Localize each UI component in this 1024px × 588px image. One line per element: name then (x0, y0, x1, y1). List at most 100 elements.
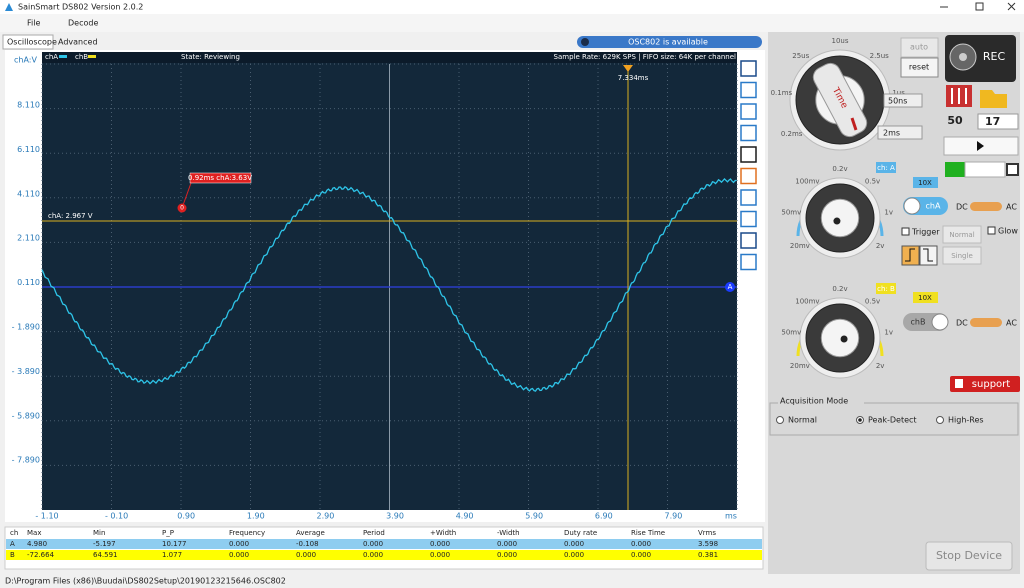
cha-tag (876, 162, 896, 173)
cha-probe[interactable] (913, 177, 938, 188)
count: 50 (947, 114, 963, 127)
radio-label: Normal (788, 416, 817, 425)
knob-scale-label: 2v (876, 242, 885, 250)
knob-scale-label: 0.1ms (771, 89, 793, 97)
stop-device-label: Stop Device (936, 549, 1002, 562)
table-cell: 64.591 (93, 551, 118, 559)
tool-button[interactable] (740, 103, 757, 120)
table-cell: 0.000 (631, 551, 651, 559)
cha-toggle-knob (903, 197, 921, 215)
reset-label: reset (909, 63, 929, 72)
table-header: +Width (430, 529, 456, 537)
annotation-box (189, 172, 252, 184)
knob-scale-label: 1v (884, 208, 893, 216)
radio-label: High-Res (948, 416, 984, 425)
x-tick-label: 4.90 (456, 512, 474, 521)
glow-checkbox[interactable] (987, 226, 996, 235)
table-cell: 10.177 (162, 540, 187, 548)
timebase-select[interactable] (883, 93, 923, 108)
table-cell: 0.000 (229, 551, 249, 559)
table-cell: 0.000 (497, 551, 517, 559)
stop-device-button[interactable] (925, 541, 1013, 571)
table-cell: 1.077 (162, 551, 182, 559)
tool-button[interactable] (740, 146, 757, 163)
tool-button[interactable] (740, 60, 757, 77)
table-header: Duty rate (564, 529, 597, 537)
single-button[interactable] (942, 246, 982, 265)
time-cursor-label: 7.334ms (618, 74, 649, 82)
time-cursor-handle[interactable] (623, 65, 633, 72)
status-path: D:\Program Files (x86)\Buudai\DS802Setup… (5, 577, 286, 586)
measurement-table: ch Max Min P_P Frequency Average Period +Width -… (4, 526, 764, 570)
trigger-checkbox[interactable] (901, 227, 910, 236)
annotation-point[interactable] (177, 203, 187, 213)
acquisition-title: Acquisition Mode (780, 397, 848, 406)
tool-button[interactable] (740, 167, 757, 185)
coupling-switch[interactable] (970, 202, 1002, 211)
close-button[interactable] (1007, 2, 1016, 11)
table-cell: 0.000 (229, 540, 249, 548)
table-header: P_P (162, 529, 174, 537)
menu-bar (0, 14, 1024, 32)
chb-tag-label: ch: B (877, 285, 895, 293)
device-status-pill (577, 36, 762, 48)
menu-item[interactable]: File (27, 19, 40, 28)
normal-label: Normal (949, 231, 974, 239)
tab-label[interactable]: Oscilloscope (7, 38, 57, 47)
y-tick-label: 4.110 (17, 189, 40, 198)
table-header: Average (296, 529, 325, 537)
knobs: 0.2ms0.1ms25us10us2.5us1us0.2usTime20mv5… (771, 37, 905, 379)
y-tick-label: - 7.890 (12, 456, 40, 465)
x-tick-label: 3.90 (386, 512, 404, 521)
cha-tag-label: ch: A (877, 164, 895, 172)
reset-button[interactable] (900, 57, 939, 78)
time-div: 2ms (883, 129, 900, 138)
tab-label[interactable]: Advanced (58, 38, 98, 47)
support-icon (955, 379, 963, 388)
tool-button[interactable] (740, 210, 757, 228)
support-button[interactable] (950, 376, 1020, 392)
knob-scale-label: 25us (792, 52, 809, 60)
channel-legend: chA (45, 53, 58, 61)
spin-box[interactable] (977, 113, 1019, 130)
status-bar (0, 574, 1024, 588)
table-cell: -0.108 (296, 540, 319, 548)
tool-button[interactable] (740, 232, 757, 249)
table-cell: B (10, 551, 15, 559)
chb-swatch (88, 55, 96, 58)
y-tick-label: - 1.890 (12, 323, 40, 332)
knob-scale-label: 1v (884, 328, 893, 336)
tool-button[interactable] (740, 253, 757, 271)
knob-scale-label: 0.5v (865, 297, 880, 305)
knob-cap (820, 198, 860, 238)
knob-scale-label: 2v (876, 362, 885, 370)
tool-button[interactable] (740, 124, 757, 142)
menu-item[interactable]: Decode (68, 19, 98, 28)
knob-pointer (840, 335, 848, 343)
y-tick-label: 2.110 (17, 234, 40, 243)
cha-toggle-label: chA (926, 202, 941, 211)
knob-cap (820, 318, 860, 358)
baseline-marker[interactable] (725, 282, 735, 292)
coupling-switch[interactable] (970, 318, 1002, 327)
x-tick-label: - 1.10 (35, 512, 58, 521)
time-div-select[interactable] (877, 125, 923, 140)
radio[interactable] (936, 416, 944, 424)
knob-scale-label: 0.2ms (781, 130, 803, 138)
table-cell: -5.197 (93, 540, 116, 548)
stop-square[interactable] (1006, 163, 1019, 176)
x-tick-label: 1.90 (247, 512, 265, 521)
tab-active[interactable] (2, 34, 54, 50)
glow-label: Glow (998, 227, 1018, 236)
radio[interactable] (776, 416, 784, 424)
tool-button[interactable] (740, 81, 757, 99)
chb-probe[interactable] (913, 292, 938, 303)
chb-tag (876, 283, 896, 294)
tool-button[interactable] (740, 189, 757, 206)
restore-button[interactable] (975, 2, 984, 11)
auto-button[interactable] (900, 37, 939, 58)
coupling-ac: AC (1006, 319, 1017, 328)
folder-icon[interactable] (980, 90, 1007, 108)
normal-button[interactable] (942, 225, 982, 244)
y-tick-label: 8.110 (17, 101, 40, 110)
